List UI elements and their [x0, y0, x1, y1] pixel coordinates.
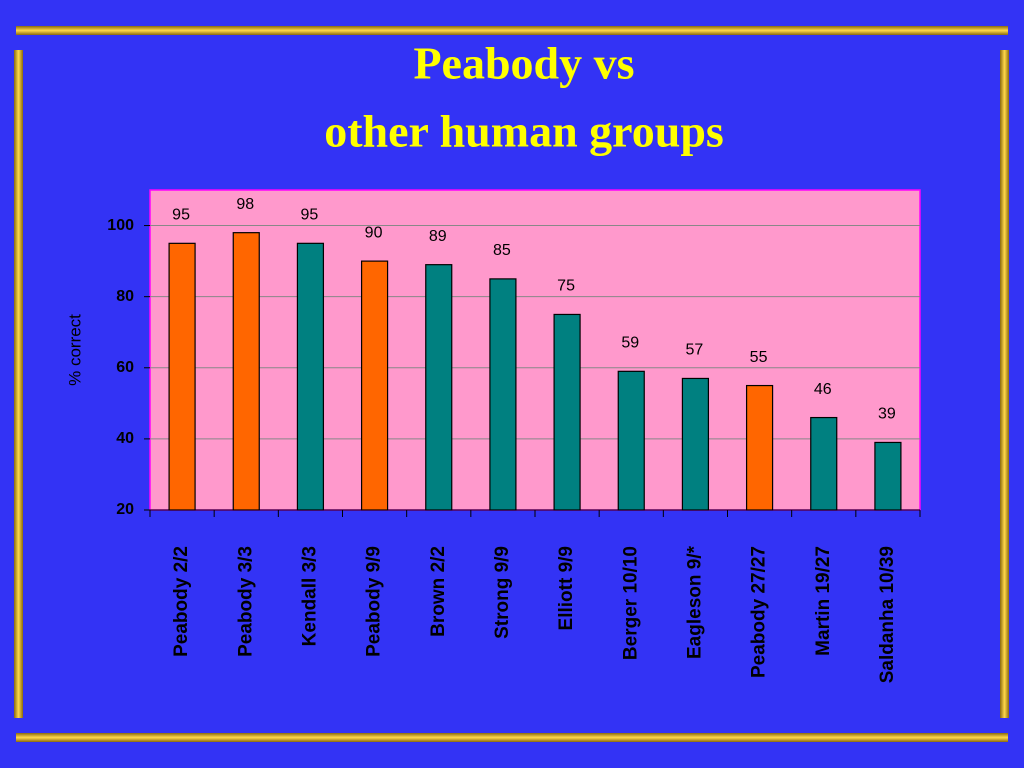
x-tick-label: Martin 19/27: [813, 546, 834, 656]
chart-title: Peabody vs: [413, 38, 634, 89]
x-tick-label: Berger 10/10: [620, 546, 641, 660]
bar: [810, 416, 838, 511]
x-tick-label: Peabody 3/3: [235, 546, 256, 657]
data-label: 95: [301, 207, 319, 224]
y-tick-label: 100: [107, 217, 134, 234]
bar: [232, 232, 260, 511]
chart-title: other human groups: [324, 106, 724, 157]
data-label: 90: [365, 224, 383, 241]
data-label: 59: [621, 335, 639, 352]
data-label: 89: [429, 228, 447, 245]
data-label: 39: [878, 406, 896, 423]
data-label: 46: [814, 381, 832, 398]
bar: [681, 377, 710, 511]
y-tick-label: 80: [116, 288, 134, 305]
bar: [489, 278, 517, 511]
x-tick-label: Kendall 3/3: [299, 546, 320, 646]
bar: [296, 242, 325, 511]
x-tick-label: Brown 2/2: [428, 546, 449, 637]
data-label: 75: [557, 278, 575, 295]
y-tick-label: 20: [116, 501, 134, 518]
bar: [745, 384, 774, 511]
border-bottom: [16, 733, 1008, 742]
x-tick-label: Elliott 9/9: [556, 546, 577, 630]
plot-area: [149, 189, 921, 511]
bar: [168, 242, 196, 511]
bar: [617, 370, 645, 511]
x-tick-label: Peabody 2/2: [171, 546, 192, 657]
x-tick-label: Saldanha 10/39: [877, 546, 898, 683]
bar: [874, 441, 902, 511]
y-tick-label: 40: [116, 430, 134, 447]
data-label: 85: [493, 242, 511, 259]
data-label: 55: [750, 349, 768, 366]
data-label: 95: [172, 207, 190, 224]
bar: [553, 313, 581, 511]
data-label: 98: [236, 196, 254, 213]
data-label: 57: [686, 342, 704, 359]
x-tick-label: Peabody 9/9: [364, 546, 385, 657]
x-tick-label: Strong 9/9: [492, 546, 513, 639]
bar: [360, 260, 389, 511]
y-tick-label: 60: [116, 359, 134, 376]
x-tick-label: Peabody 27/27: [749, 546, 770, 678]
x-tick-label: Eagleson 9/*: [684, 545, 705, 659]
border-left: [14, 50, 23, 718]
border-top: [16, 26, 1008, 35]
bar: [425, 264, 453, 511]
y-axis-label: % correct: [65, 314, 84, 386]
border-right: [1000, 50, 1009, 718]
